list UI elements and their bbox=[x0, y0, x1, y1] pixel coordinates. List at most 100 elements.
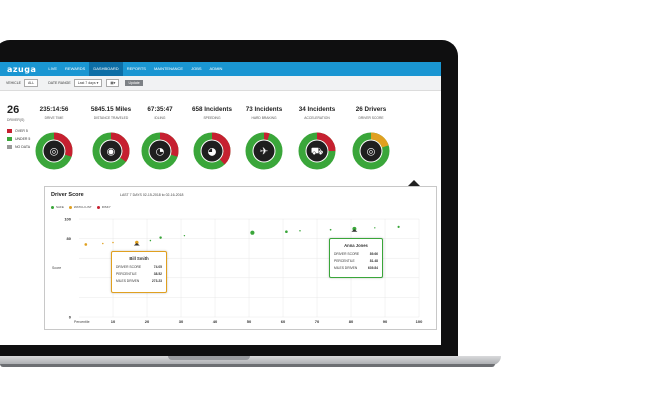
legend-label: WATCH LIST bbox=[73, 205, 92, 209]
tooltip-bill-smith: Bill Smith DRIVER SCORE 74.05 PERCENTILE 3… bbox=[111, 251, 167, 293]
driver-score-panel: Driver Score LAST 7 DAYS 02-15-2018 to 0… bbox=[44, 186, 437, 330]
x-tick-label: 20 bbox=[145, 319, 150, 324]
donut-center bbox=[43, 140, 65, 162]
truck-icon: ⛟ bbox=[311, 147, 324, 158]
data-point bbox=[149, 239, 152, 242]
metric-donut[interactable]: ◔ bbox=[140, 131, 180, 171]
x-tick-label: 60 bbox=[281, 319, 286, 324]
x-tick-label: 10 bbox=[111, 319, 116, 324]
tooltip-key: PERCENTILE bbox=[334, 259, 355, 263]
nav-live[interactable]: LIVE bbox=[48, 66, 58, 71]
metric-distance-traveled[interactable]: 5845.15 Miles DISTANCE TRAVELED bbox=[79, 106, 143, 120]
speed-gauge-icon: ◕ bbox=[208, 147, 217, 158]
tooltip-key: PERCENTILE bbox=[116, 272, 137, 276]
nav-jobs[interactable]: JOBS bbox=[191, 66, 202, 71]
laptop-base bbox=[0, 356, 501, 365]
tooltip-value: 74.05 bbox=[153, 265, 162, 269]
metric-idling[interactable]: 67:35:47 IDLING bbox=[128, 106, 192, 120]
metric-donut[interactable]: ◉ bbox=[91, 131, 131, 171]
y-tick-label: 0 bbox=[69, 315, 72, 320]
donut-over-arc bbox=[141, 132, 179, 170]
x-tick-label: 30 bbox=[179, 319, 184, 324]
donut-over-arc bbox=[193, 132, 231, 170]
legend-label: UNDER 5 bbox=[15, 137, 31, 141]
metric-value: 34 Incidents bbox=[298, 106, 336, 113]
panel-legend-item[interactable]: SAFE bbox=[51, 205, 64, 209]
nav-maintenance[interactable]: MAINTENANCE bbox=[153, 66, 184, 71]
legend-dot bbox=[68, 205, 72, 209]
metric-speeding[interactable]: 658 Incidents SPEEDING bbox=[180, 106, 244, 120]
x-tick-label: 100 bbox=[416, 319, 423, 324]
legend-label: NO DATA bbox=[15, 145, 31, 149]
panel-legend-item[interactable]: RISKY bbox=[96, 205, 111, 209]
legend-label: OVER 5 bbox=[15, 129, 28, 133]
panel-title: Driver Score bbox=[51, 192, 84, 198]
legend-item: UNDER 5 bbox=[7, 137, 30, 141]
metric-donut[interactable]: ✈ bbox=[244, 131, 284, 171]
selected-metric-pointer bbox=[408, 180, 420, 186]
panel-legend: SAFE WATCH LIST RISKY bbox=[51, 205, 116, 209]
nav-admin[interactable]: ADMIN bbox=[209, 66, 223, 71]
x-tick-label: 80 bbox=[349, 319, 354, 324]
tooltip-value: 273.23 bbox=[151, 279, 162, 283]
metric-donut[interactable]: ⛟ bbox=[297, 131, 337, 171]
x-axis-label: Percentile bbox=[74, 320, 90, 324]
tooltip-key: MILES DRIVEN bbox=[334, 266, 358, 270]
metric-hard-braking[interactable]: 73 Incidents HARD BRAKING bbox=[232, 106, 296, 120]
x-tick-label: 70 bbox=[315, 319, 320, 324]
donut-center bbox=[306, 140, 328, 162]
tooltip-value: 38.52 bbox=[153, 272, 162, 276]
tooltip-key: DRIVER SCORE bbox=[116, 265, 142, 269]
vehicle-select[interactable]: ALL bbox=[23, 79, 39, 87]
driver-count: 26 bbox=[7, 104, 20, 116]
nav-rewards[interactable]: REWARDS bbox=[65, 66, 86, 71]
metric-label: ACCELERATION bbox=[304, 116, 330, 120]
date-range-label: DATE RANGE bbox=[48, 81, 71, 85]
legend-dot bbox=[51, 205, 54, 209]
donut-center bbox=[201, 140, 223, 162]
donut-over-arc bbox=[245, 132, 283, 170]
metric-label: HARD BRAKING bbox=[251, 116, 277, 120]
steering-wheel-icon: ◎ bbox=[367, 147, 376, 158]
azuga-logo[interactable]: azuga bbox=[7, 64, 37, 74]
tooltip-key: MILES DRIVEN bbox=[116, 279, 140, 283]
driver-count-label: DRIVER(S) bbox=[7, 118, 25, 122]
donut-center bbox=[100, 140, 122, 162]
date-range-select[interactable]: Last 7 days ▾ bbox=[73, 79, 103, 87]
data-point bbox=[285, 230, 288, 234]
donut-over-arc bbox=[92, 132, 130, 170]
tooltip-value: 639.84 bbox=[367, 266, 378, 270]
x-tick-label: 50 bbox=[247, 319, 252, 324]
filter-bar: VEHICLE ALL DATE RANGE Last 7 days ▾ ▦▾ … bbox=[0, 76, 441, 91]
panel-date-range: LAST 7 DAYS 02-15-2018 to 02-16-2018 bbox=[120, 193, 184, 197]
vehicle-label: VEHICLE bbox=[6, 81, 21, 85]
update-button[interactable]: Update bbox=[125, 80, 143, 86]
laptop-foot bbox=[0, 364, 495, 367]
data-point bbox=[352, 226, 357, 231]
metric-acceleration[interactable]: 34 Incidents ACCELERATION bbox=[285, 106, 349, 120]
tooltip-value: 81.48 bbox=[369, 259, 378, 263]
data-point bbox=[329, 228, 332, 231]
donut-watch-arc bbox=[352, 132, 390, 170]
metric-value: 5845.15 Miles bbox=[90, 106, 132, 113]
legend-item: OVER 5 bbox=[7, 129, 30, 133]
x-tick-label: 90 bbox=[383, 319, 388, 324]
x-tick-label: 40 bbox=[213, 319, 218, 324]
legend-label: SAFE bbox=[56, 205, 64, 209]
metric-value: 235:14:56 bbox=[39, 106, 69, 113]
metric-donut[interactable]: ◕ bbox=[192, 131, 232, 171]
odometer-icon: ◉ bbox=[107, 147, 116, 158]
donut-center bbox=[253, 140, 275, 162]
nav-dashboard[interactable]: DASHBOARD bbox=[89, 62, 123, 76]
metric-label: DISTANCE TRAVELED bbox=[93, 116, 129, 120]
calendar-icon[interactable]: ▦▾ bbox=[106, 79, 120, 87]
nav-reports[interactable]: REPORTS bbox=[126, 66, 146, 71]
metric-label: IDLING bbox=[154, 116, 166, 120]
metric-drive-time[interactable]: 235:14:56 DRIVE TIME bbox=[22, 106, 86, 120]
metric-donut[interactable]: ◎ bbox=[34, 131, 74, 171]
metric-driver-score[interactable]: 26 Drivers DRIVER SCORE bbox=[339, 106, 403, 120]
metric-donut[interactable]: ◎ bbox=[351, 131, 391, 171]
legend-swatch bbox=[7, 137, 12, 141]
panel-legend-item[interactable]: WATCH LIST bbox=[68, 205, 92, 209]
y-tick-label: 80 bbox=[67, 236, 72, 241]
